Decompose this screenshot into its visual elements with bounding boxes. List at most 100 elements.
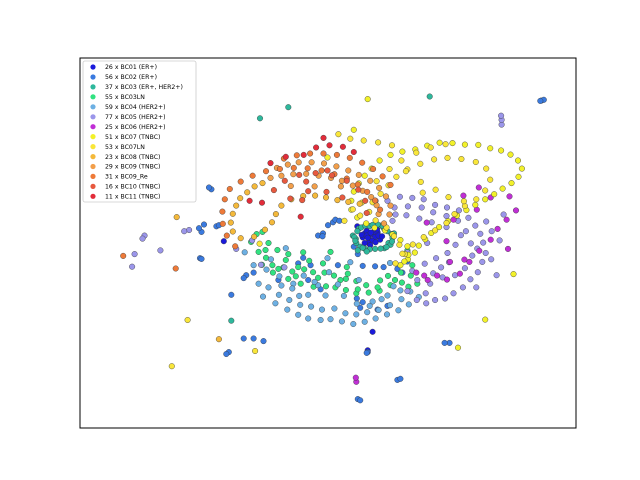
data-point (472, 158, 479, 165)
data-point (365, 289, 372, 296)
data-point (335, 131, 342, 138)
data-point (537, 97, 544, 104)
data-point (363, 282, 370, 289)
data-point (432, 201, 439, 208)
series-6 (352, 184, 520, 385)
data-point (329, 172, 336, 179)
data-point (219, 220, 226, 227)
legend-marker (90, 173, 96, 179)
data-point (285, 275, 292, 282)
data-point (431, 156, 438, 163)
data-point (246, 197, 253, 204)
data-point (312, 192, 319, 199)
data-point (376, 184, 383, 191)
data-point (308, 159, 315, 166)
data-point (327, 248, 334, 255)
data-point (372, 263, 379, 270)
data-point (299, 197, 306, 204)
data-point (295, 311, 302, 318)
data-point (326, 142, 333, 149)
data-point (250, 269, 257, 276)
data-point (500, 211, 507, 218)
data-point (233, 202, 240, 209)
data-point (404, 288, 411, 295)
data-point (262, 226, 269, 233)
data-point (411, 249, 418, 256)
data-point (505, 245, 512, 252)
data-point (311, 183, 318, 190)
data-point (322, 292, 329, 299)
data-point (378, 296, 385, 303)
data-point (360, 137, 367, 144)
data-point (129, 263, 136, 270)
data-point (498, 112, 505, 119)
data-point (324, 167, 331, 174)
data-point (269, 262, 276, 269)
data-point (338, 318, 345, 325)
legend-label: 29 x BC09 (TNBC) (105, 164, 160, 171)
data-point (263, 168, 270, 175)
data-point (342, 310, 349, 317)
legend-frame (82, 60, 197, 203)
data-point (359, 262, 366, 269)
data-point (307, 150, 314, 157)
data-point (452, 241, 459, 248)
data-point (375, 307, 382, 314)
legend-marker (90, 134, 96, 140)
data-point (459, 284, 466, 291)
data-point (475, 184, 482, 191)
data-point (290, 164, 297, 171)
data-point (389, 142, 396, 149)
legend: 26 x BC01 (ER+) 56 x BC02 (ER+) 37 x BC03 … (82, 60, 197, 203)
data-point (409, 194, 416, 201)
data-point (278, 172, 285, 179)
data-point (249, 172, 256, 179)
legend-marker (90, 84, 96, 90)
data-point (362, 197, 369, 204)
data-point (465, 214, 472, 221)
data-point (377, 206, 384, 213)
data-point (385, 272, 392, 279)
data-point (450, 290, 457, 297)
data-point (506, 193, 513, 200)
data-point (356, 200, 363, 207)
data-point (251, 183, 258, 190)
data-point (320, 260, 327, 267)
data-point (252, 348, 259, 355)
data-point (173, 214, 180, 221)
data-point (237, 195, 244, 202)
data-point (372, 245, 379, 252)
data-point (333, 163, 340, 170)
legend-label: 25 x BC06 (HER2+) (105, 124, 166, 131)
series-4 (241, 245, 422, 328)
data-point (479, 258, 486, 265)
series-8 (168, 131, 494, 370)
data-point (300, 249, 307, 256)
data-point (444, 154, 451, 161)
data-point (325, 222, 332, 229)
data-point (306, 257, 313, 264)
data-point (267, 160, 274, 167)
data-point (312, 170, 319, 177)
data-point (428, 219, 435, 226)
data-point (342, 287, 349, 294)
data-point (186, 226, 193, 233)
data-point (345, 167, 352, 174)
legend-marker (90, 163, 96, 170)
data-point (458, 155, 465, 162)
data-point (473, 196, 480, 203)
data-point (275, 291, 282, 298)
data-point (297, 213, 304, 220)
data-point (363, 220, 370, 227)
data-point (323, 194, 330, 201)
data-point (290, 171, 297, 178)
data-point (379, 173, 386, 180)
data-point (195, 225, 202, 232)
data-point (339, 194, 346, 201)
data-point (363, 209, 370, 216)
data-point (445, 194, 452, 201)
data-point (449, 140, 456, 147)
data-point (333, 151, 340, 158)
data-point (350, 148, 357, 155)
data-point (494, 225, 501, 232)
